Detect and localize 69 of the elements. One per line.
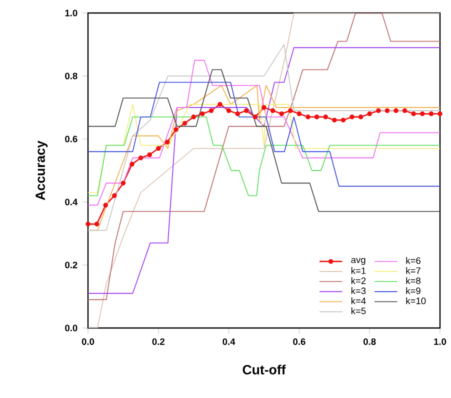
x-axis-title: Cut-off <box>242 364 286 374</box>
point <box>147 152 152 158</box>
legend-label: k=2 <box>351 277 366 284</box>
point <box>332 118 337 122</box>
y-tick-label: 0.6 <box>65 136 78 142</box>
line-series <box>88 104 440 194</box>
legend-label: k=4 <box>351 297 366 304</box>
point <box>288 108 293 114</box>
point <box>103 202 108 208</box>
legend-label: k=3 <box>351 287 366 294</box>
point <box>411 111 416 116</box>
legend-label: k=7 <box>406 267 420 274</box>
y-axis-title: Accuracy <box>36 140 48 200</box>
x-tick-label: 0.6 <box>293 338 306 345</box>
point <box>270 108 276 114</box>
point <box>252 114 258 120</box>
point <box>112 193 117 198</box>
point <box>182 120 188 126</box>
y-tick-label: 0.4 <box>65 198 78 206</box>
point <box>384 108 390 114</box>
point <box>86 222 90 226</box>
point <box>323 114 328 120</box>
legend-label: k=9 <box>406 287 420 294</box>
point <box>306 114 310 120</box>
point <box>314 114 320 120</box>
point <box>402 108 408 114</box>
point <box>138 156 144 160</box>
x-tick-label: 0.4 <box>222 338 236 345</box>
legend-label: k=6 <box>406 257 420 264</box>
point <box>367 111 372 116</box>
point <box>174 127 178 132</box>
point <box>130 162 134 167</box>
legend-label: avg <box>351 258 366 265</box>
point <box>226 108 232 114</box>
legend-label: k=10 <box>406 297 426 304</box>
point <box>164 140 170 145</box>
point <box>438 111 442 116</box>
point <box>244 108 249 114</box>
y-tick-label: 1.0 <box>65 10 78 16</box>
y-tick-label: 0.2 <box>65 262 78 268</box>
line-series <box>88 116 440 196</box>
line-series <box>88 82 440 187</box>
point <box>420 111 425 116</box>
point <box>208 108 214 114</box>
point <box>428 111 434 116</box>
x-tick-label: 0.2 <box>152 338 164 345</box>
point <box>296 111 302 116</box>
x-tick-label: 0.8 <box>364 338 376 345</box>
y-tick-label: 0.0 <box>65 324 78 332</box>
point <box>235 111 240 116</box>
point <box>376 108 381 114</box>
point <box>156 146 161 151</box>
legend-label: k=1 <box>351 267 366 274</box>
legend-label: k=8 <box>406 277 420 284</box>
legend-label: k=5 <box>351 307 366 314</box>
point <box>120 180 126 186</box>
point <box>340 118 346 122</box>
point <box>279 111 284 116</box>
point <box>262 105 266 110</box>
point <box>191 114 196 120</box>
point <box>350 114 354 120</box>
point <box>94 222 100 226</box>
point <box>218 102 222 107</box>
point <box>394 108 398 114</box>
point <box>200 111 205 116</box>
y-tick-label: 0.8 <box>65 72 78 80</box>
x-tick-label: 0.0 <box>82 338 94 345</box>
point <box>358 114 364 120</box>
x-tick-label: 1.0 <box>434 338 446 345</box>
